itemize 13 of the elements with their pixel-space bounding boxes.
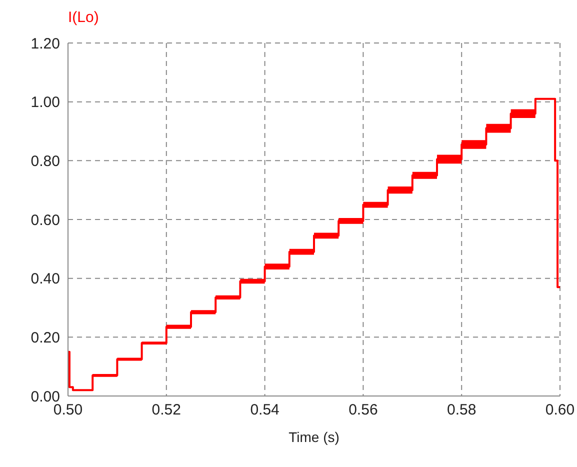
x-tick-label: 0.56 xyxy=(348,402,378,419)
x-tick-label: 0.52 xyxy=(152,402,181,419)
y-tick-label: 0.20 xyxy=(30,329,60,346)
x-axis-title: Time (s) xyxy=(288,429,340,445)
x-tick-label: 0.54 xyxy=(250,402,280,419)
y-tick-label: 1.20 xyxy=(30,35,60,52)
x-tick-label: 0.58 xyxy=(447,402,476,419)
y-tick-label: 0.40 xyxy=(30,270,60,288)
y-tick-label: 0.60 xyxy=(30,212,60,229)
y-tick-label: 1.00 xyxy=(30,94,60,112)
y-tick-label: 0.80 xyxy=(30,152,60,170)
x-tick-label: 0.60 xyxy=(545,402,575,419)
y-axis-title: I(Lo) xyxy=(68,9,99,26)
